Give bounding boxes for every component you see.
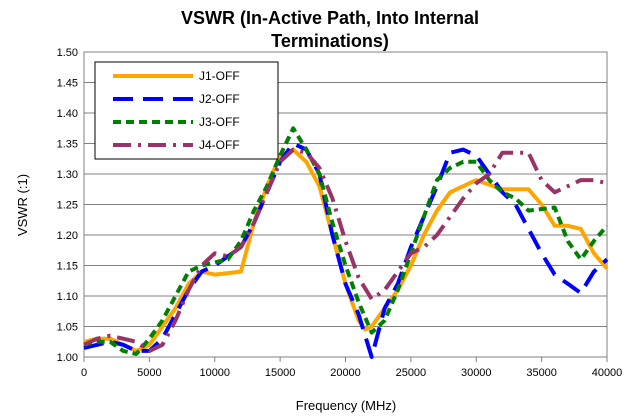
legend-label: J2-OFF [199,92,240,106]
x-tick-labels: 0 5000 10000 15000 20000 25000 30000 35000 40000 [81,367,622,379]
y-tick-label: 1.00 [57,352,78,364]
legend-label: J1-OFF [199,69,240,83]
x-axis-label: Frequency (MHz) [296,398,396,413]
x-tick-label: 40000 [592,367,623,379]
x-tick-label: 10000 [199,367,230,379]
legend-label: J3-OFF [199,115,240,129]
x-tick-label: 25000 [396,367,427,379]
y-tick-label: 1.35 [57,139,78,151]
y-tick-label: 1.45 [57,78,78,90]
series-line-j3-off [83,126,609,356]
chart-title-line-1: VSWR (In-Active Path, Into Internal [181,8,479,28]
legend: J1-OFF J2-OFF J3-OFF J4-OFF [94,61,279,160]
y-axis-label: VSWR (:1) [15,174,30,236]
series-lines [83,126,609,359]
x-tick-label: 15000 [265,367,296,379]
y-tick-label: 1.20 [57,230,78,242]
legend-label: J4-OFF [199,138,240,152]
y-tick-labels: 1.00 1.05 1.10 1.15 1.20 1.25 1.30 1.35 1.40 1.45… [57,47,78,364]
x-tick-label: 30000 [461,367,492,379]
x-tick-label: 5000 [137,367,161,379]
chart-title-line-2: Terminations) [271,31,389,51]
legend-box [94,61,279,160]
x-tick-label: 35000 [526,367,557,379]
y-tick-label: 1.15 [57,261,78,273]
y-tick-label: 1.25 [57,200,78,212]
x-tick-label: 20000 [330,367,361,379]
y-tick-label: 1.05 [57,322,78,334]
y-tick-label: 1.40 [57,108,78,120]
y-tick-label: 1.50 [57,47,78,59]
x-tick-label: 0 [81,367,87,379]
y-tick-label: 1.30 [57,169,78,181]
series-line-j2-off [83,141,609,359]
y-tick-label: 1.10 [57,291,78,303]
